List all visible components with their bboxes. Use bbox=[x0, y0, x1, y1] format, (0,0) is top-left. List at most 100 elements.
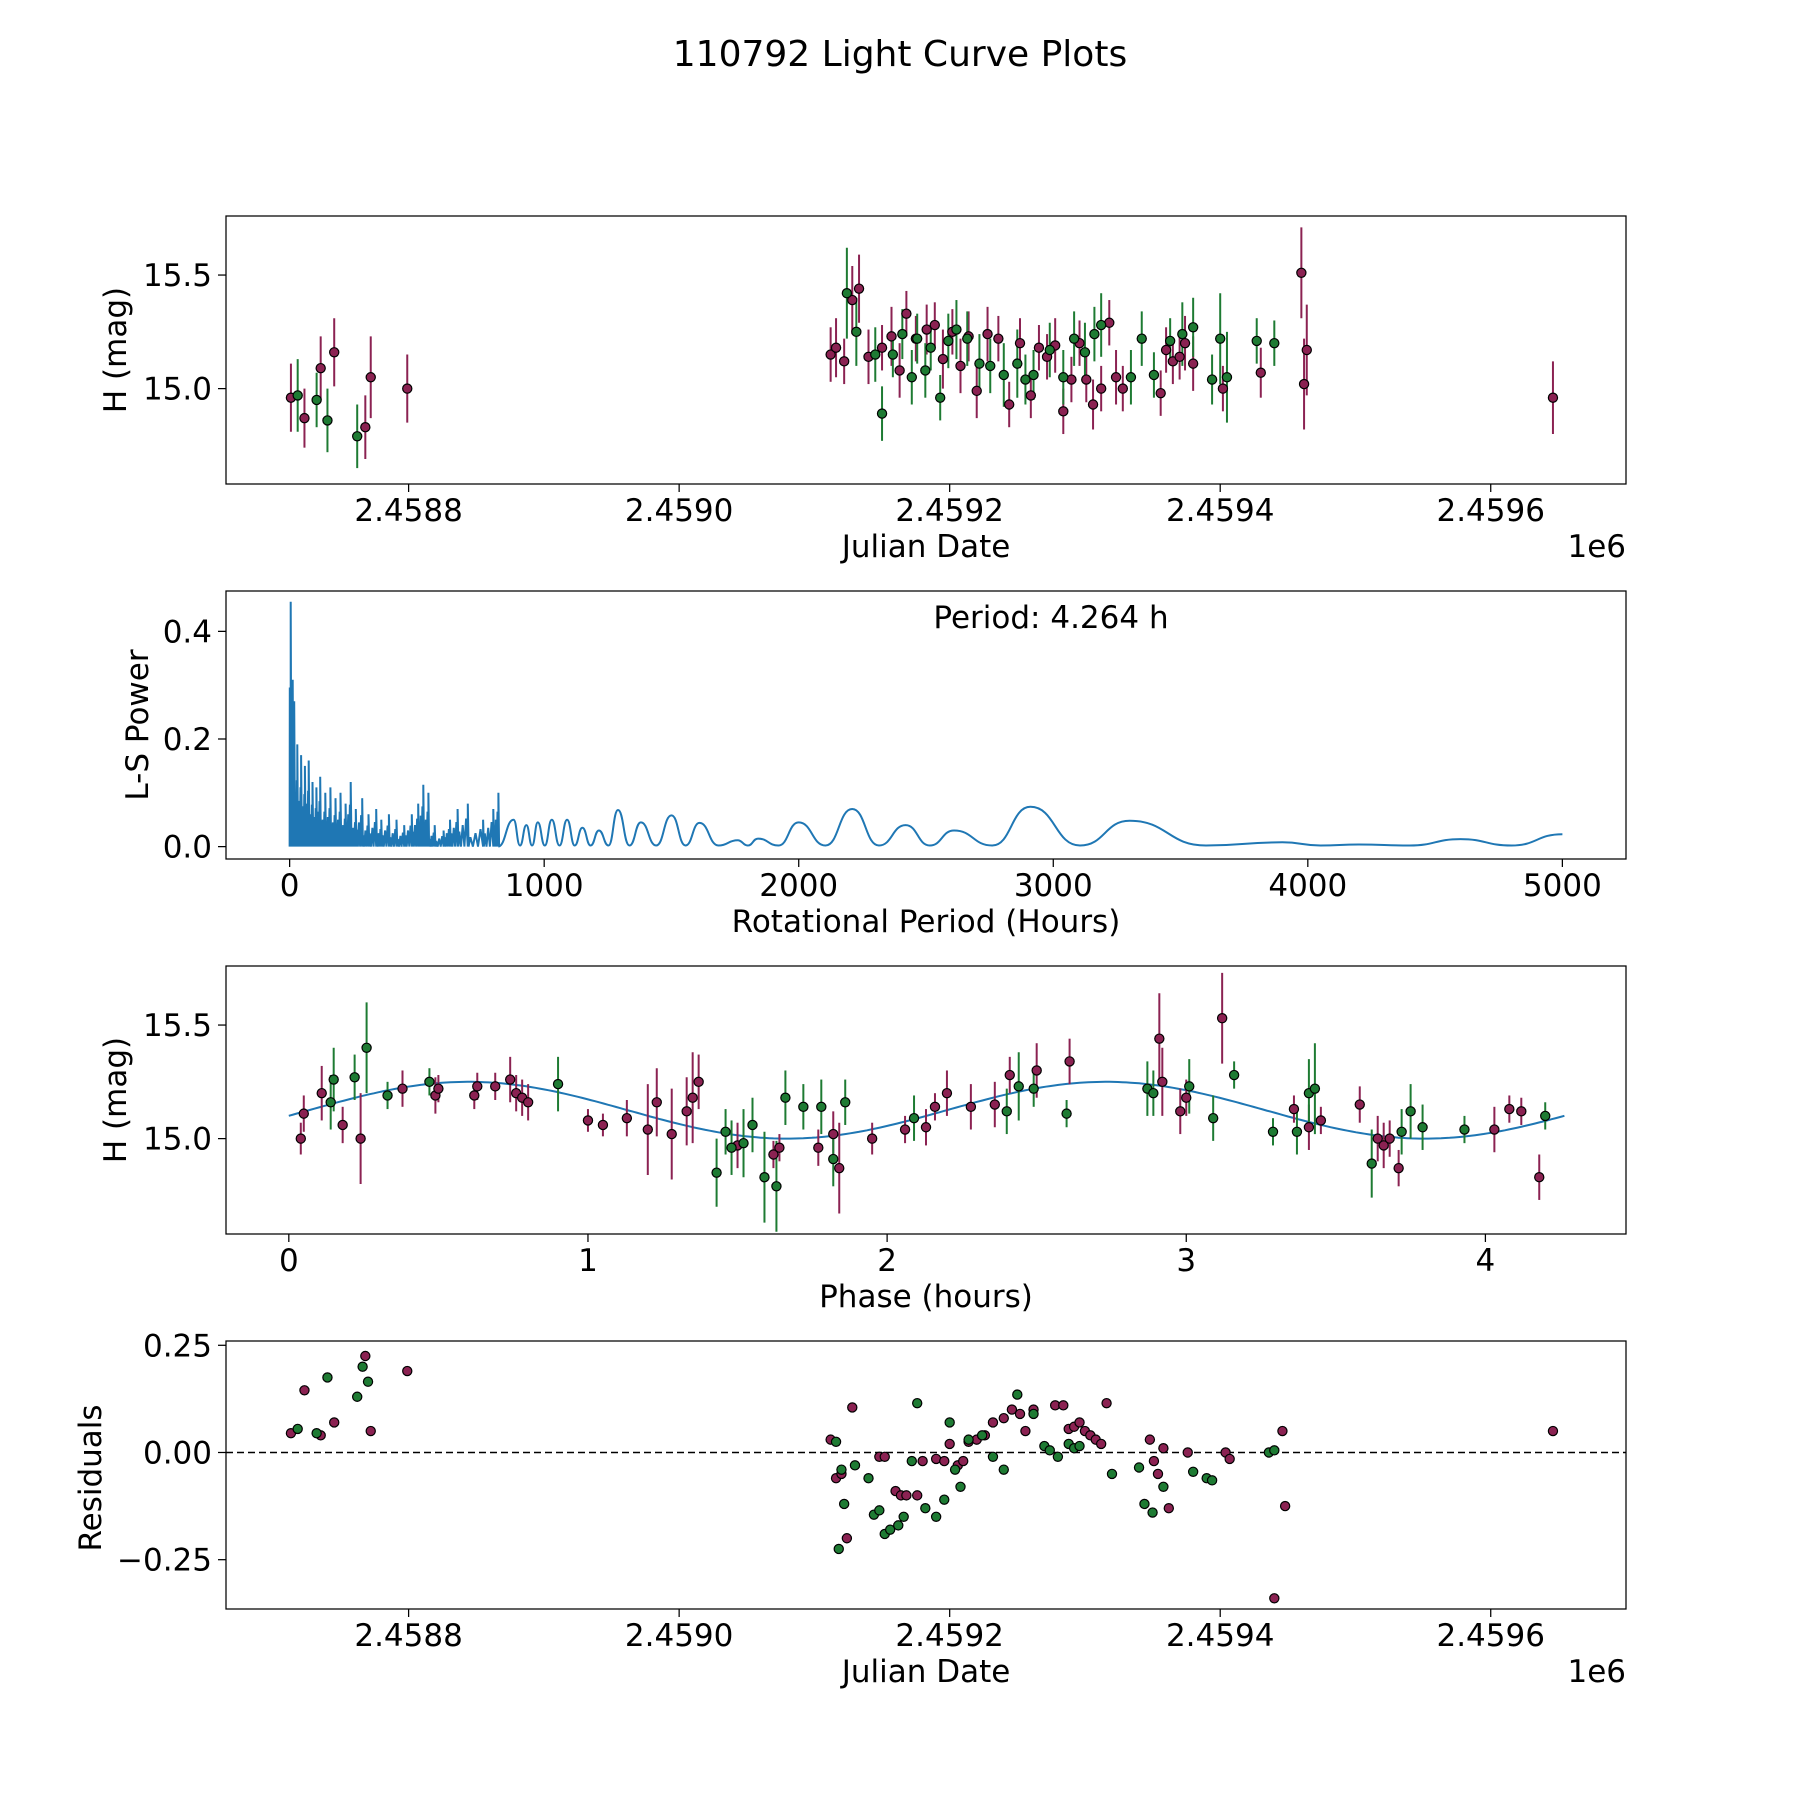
lightcurve-point-green bbox=[1221, 372, 1233, 383]
residuals-point-green bbox=[893, 1520, 904, 1531]
phased-point-magenta bbox=[295, 1133, 306, 1144]
lightcurve-point-magenta bbox=[1003, 399, 1015, 410]
phased-ytick-label: 15.5 bbox=[143, 1008, 212, 1044]
phased-point-green bbox=[908, 1112, 920, 1124]
lightcurve-point-magenta bbox=[894, 365, 905, 376]
periodogram-xtick-label: 2000 bbox=[759, 868, 838, 904]
phased-point-magenta bbox=[621, 1112, 633, 1124]
residuals-point-magenta bbox=[1224, 1453, 1235, 1465]
lightcurve-point-green bbox=[985, 360, 996, 372]
lightcurve-point-magenta bbox=[921, 324, 932, 335]
lightcurve-point-magenta bbox=[1025, 390, 1037, 401]
lightcurve-point-magenta bbox=[1014, 337, 1026, 349]
lightcurve-point-green bbox=[322, 415, 333, 426]
residuals-xtick-label: 2.4588 bbox=[354, 1618, 462, 1654]
lightcurve-ytick-label: 15.0 bbox=[143, 372, 212, 408]
lightcurve-xtick-label: 2.4592 bbox=[895, 493, 1003, 529]
phased-point-magenta bbox=[941, 1087, 953, 1099]
lightcurve-offset-label: 1e6 bbox=[1567, 529, 1626, 565]
phased-point-magenta bbox=[1378, 1140, 1389, 1151]
lightcurve-point-magenta bbox=[830, 342, 842, 353]
periodogram-xtick-label: 1000 bbox=[505, 868, 584, 904]
phased-point-magenta bbox=[687, 1092, 698, 1103]
phased-point-green bbox=[1001, 1106, 1012, 1117]
phased-point-green bbox=[1396, 1126, 1407, 1137]
lightcurve-point-magenta bbox=[1298, 378, 1310, 390]
phased-point-magenta bbox=[1534, 1172, 1545, 1183]
residuals-ytick-label: 0.25 bbox=[143, 1328, 212, 1364]
lightcurve-point-magenta bbox=[937, 353, 949, 365]
residuals-point-green bbox=[912, 1397, 923, 1409]
residuals-point-green bbox=[1139, 1498, 1150, 1510]
residuals-point-magenta bbox=[1269, 1593, 1280, 1604]
phased-point-magenta bbox=[355, 1133, 366, 1144]
lightcurve-point-green bbox=[841, 288, 853, 299]
lightcurve-point-magenta bbox=[1296, 267, 1307, 278]
lightcurve-point-magenta bbox=[876, 342, 888, 353]
lightcurve-point-magenta bbox=[1174, 351, 1185, 363]
phased-point-magenta bbox=[768, 1149, 779, 1160]
lightcurve-xtick-label: 2.4590 bbox=[625, 493, 733, 529]
residuals-point-magenta bbox=[1152, 1468, 1164, 1480]
phased-panel: 0 1 2 3 4 15.0 15.5 Phase (hours) H (mag) bbox=[98, 965, 1627, 1315]
phased-point-green bbox=[424, 1076, 435, 1088]
lightcurve-point-magenta bbox=[1187, 358, 1199, 369]
lightcurve-point-green bbox=[951, 324, 962, 335]
phased-point-green bbox=[711, 1167, 722, 1178]
phased-point-magenta bbox=[828, 1128, 839, 1140]
phased-point-magenta bbox=[834, 1162, 845, 1174]
residuals-xtick-label: 2.4592 bbox=[895, 1618, 1003, 1654]
phased-point-magenta bbox=[1504, 1103, 1515, 1115]
phased-point-green bbox=[816, 1101, 827, 1113]
lightcurve-point-green bbox=[352, 431, 363, 442]
phased-point-magenta bbox=[651, 1097, 662, 1108]
residuals-point-green bbox=[1044, 1445, 1055, 1456]
phased-point-magenta bbox=[1393, 1162, 1404, 1174]
phased-ytick-label: 15.0 bbox=[143, 1122, 212, 1158]
residuals-point-magenta bbox=[1020, 1425, 1031, 1437]
phased-point-magenta bbox=[504, 1074, 516, 1085]
residuals-point-green bbox=[1269, 1445, 1280, 1456]
lightcurve-point-magenta bbox=[1081, 374, 1092, 385]
residuals-point-green bbox=[322, 1372, 333, 1383]
phased-point-magenta bbox=[1384, 1133, 1395, 1144]
lightcurve-point-green bbox=[887, 349, 899, 360]
phased-point-magenta bbox=[1031, 1065, 1042, 1076]
phased-point-magenta bbox=[965, 1101, 977, 1113]
residuals-ylabel: Residuals bbox=[73, 1404, 109, 1551]
lightcurve-point-magenta bbox=[825, 349, 836, 360]
phased-point-green bbox=[1184, 1081, 1195, 1092]
phased-point-green bbox=[1459, 1124, 1470, 1135]
lightcurve-point-green bbox=[1125, 372, 1137, 383]
residuals-panel: 2.4588 2.4590 2.4592 2.4594 2.4596 −0.25 0.00 0… bbox=[73, 1328, 1627, 1690]
phased-point-magenta bbox=[666, 1128, 677, 1140]
lightcurve-point-magenta bbox=[1087, 399, 1099, 410]
lightcurve-ylabel: H (mag) bbox=[98, 287, 134, 413]
lightcurve-point-green bbox=[912, 333, 923, 344]
lightcurve-point-green bbox=[1044, 344, 1055, 356]
lightcurve-point-magenta bbox=[1301, 344, 1312, 356]
lightcurve-point-magenta bbox=[838, 356, 850, 367]
periodogram-ytick-label: 0.0 bbox=[163, 830, 212, 866]
lightcurve-point-green bbox=[1148, 369, 1160, 381]
residuals-point-green bbox=[930, 1511, 942, 1523]
lightcurve-point-magenta bbox=[955, 360, 966, 372]
phased-point-magenta bbox=[1064, 1056, 1075, 1067]
periodogram-marks bbox=[288, 601, 1563, 848]
residuals-marks bbox=[226, 1350, 1626, 1604]
residuals-point-magenta bbox=[1182, 1447, 1193, 1458]
lightcurve-point-green bbox=[1269, 337, 1280, 349]
phased-point-magenta bbox=[1315, 1115, 1327, 1126]
phased-xtick-label: 4 bbox=[1476, 1243, 1496, 1279]
periodogram-annotation: Period: 4.264 h bbox=[933, 600, 1168, 636]
phased-point-green bbox=[1309, 1083, 1321, 1094]
residuals-point-magenta bbox=[987, 1417, 999, 1428]
phased-point-magenta bbox=[337, 1119, 348, 1131]
residuals-point-green bbox=[849, 1460, 861, 1471]
phased-point-green bbox=[1267, 1126, 1279, 1137]
lightcurve-point-magenta bbox=[982, 328, 993, 340]
lightcurve-point-magenta bbox=[329, 347, 340, 358]
phased-point-green bbox=[1028, 1083, 1039, 1094]
phased-xtick-label: 3 bbox=[1176, 1243, 1196, 1279]
